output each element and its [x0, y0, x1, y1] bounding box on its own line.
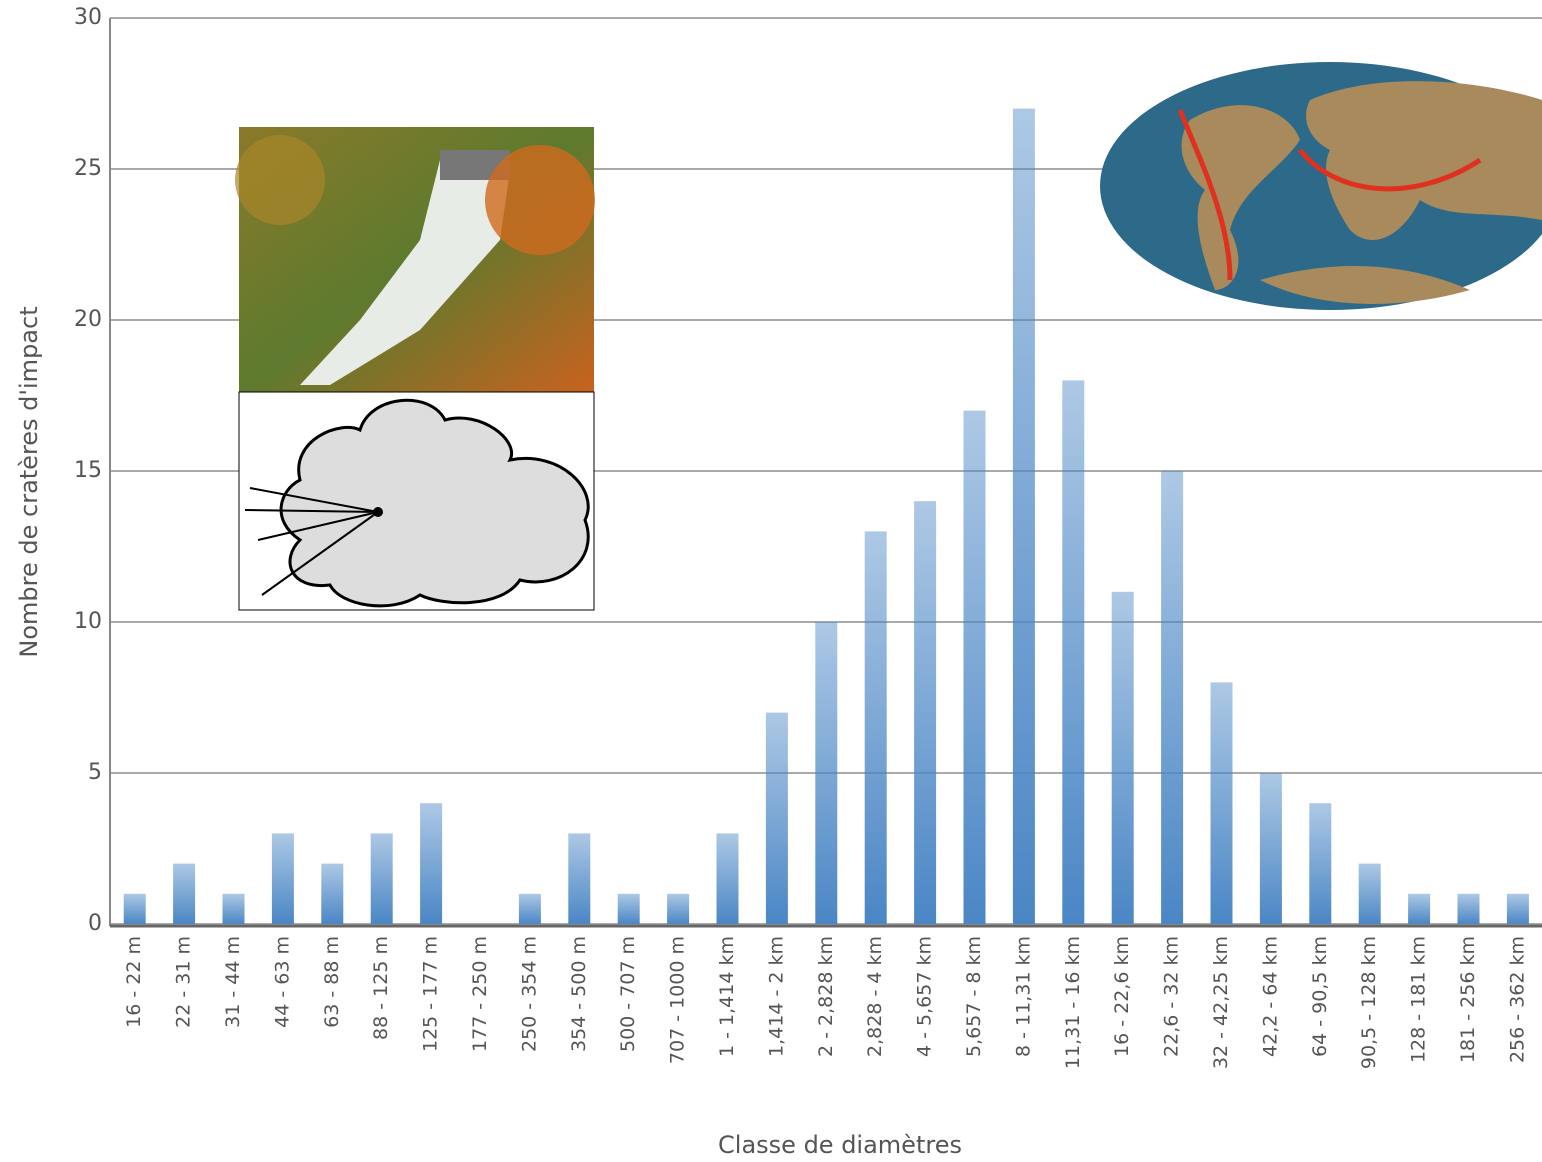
x-tick-label: 2 - 2,828 km — [815, 936, 837, 1057]
bar — [420, 803, 442, 924]
y-axis-title: Nombre de cratères d'impact — [15, 306, 43, 657]
x-tick-label: 8 - 11,31 km — [1012, 936, 1034, 1057]
x-tick-label: 44 - 63 m — [271, 936, 293, 1028]
waterfall-image — [235, 127, 595, 392]
y-tick-label: 5 — [88, 760, 102, 785]
x-tick-label: 90,5 - 128 km — [1358, 936, 1380, 1069]
x-tick-label: 22 - 31 m — [173, 936, 195, 1028]
bar — [519, 894, 541, 924]
bar — [568, 833, 590, 924]
bar — [717, 833, 739, 924]
bar — [964, 411, 986, 924]
x-tick-label: 11,31 - 16 km — [1062, 936, 1084, 1069]
y-tick-label: 30 — [74, 5, 102, 30]
bar — [618, 894, 640, 924]
x-tick-label: 88 - 125 m — [370, 936, 392, 1040]
bar — [1359, 864, 1381, 924]
x-tick-label: 250 - 354 m — [518, 936, 540, 1052]
x-tick-label: 125 - 177 m — [420, 936, 442, 1052]
x-tick-label: 500 - 707 m — [617, 936, 639, 1052]
y-tick-label: 20 — [74, 307, 102, 332]
x-tick-label: 177 - 250 m — [469, 936, 491, 1052]
bar — [173, 864, 195, 924]
x-tick-label: 2,828 - 4 km — [864, 936, 886, 1057]
bar — [1013, 109, 1035, 924]
bar — [321, 864, 343, 924]
x-tick-label: 16 - 22 m — [123, 936, 145, 1028]
x-tick-label: 22,6 - 32 km — [1161, 936, 1183, 1057]
bar — [371, 833, 393, 924]
bar — [1112, 592, 1134, 924]
bar — [1062, 380, 1084, 924]
bar — [1161, 471, 1183, 924]
bar — [914, 501, 936, 924]
bar — [124, 894, 146, 924]
bar — [1458, 894, 1480, 924]
bar — [667, 894, 689, 924]
chart: Nombre de cratères d'impact Classe de di… — [0, 0, 1542, 1162]
x-tick-label: 63 - 88 m — [321, 936, 343, 1028]
bar — [766, 713, 788, 924]
x-tick-label: 64 - 90,5 km — [1309, 936, 1331, 1057]
x-tick-label: 32 - 42,25 km — [1210, 936, 1232, 1069]
x-axis-title: Classe de diamètres — [718, 1131, 962, 1159]
bar — [1309, 803, 1331, 924]
x-tick-label: 31 - 44 m — [222, 936, 244, 1028]
bar — [1507, 894, 1529, 924]
x-tick-label: 16 - 22,6 km — [1111, 936, 1133, 1057]
x-tick-label: 181 - 256 km — [1457, 936, 1479, 1063]
bar — [1211, 682, 1233, 924]
x-tick-label: 5,657 - 8 km — [963, 936, 985, 1057]
wind-cloud-image — [239, 392, 594, 610]
y-tick-label: 0 — [88, 911, 102, 936]
x-tick-label: 42,2 - 64 km — [1259, 936, 1281, 1057]
y-tick-label: 25 — [74, 156, 102, 181]
x-tick-label: 1,414 - 2 km — [765, 936, 787, 1057]
x-tick-label: 354 - 500 m — [568, 936, 590, 1052]
x-tick-label: 4 - 5,657 km — [914, 936, 936, 1057]
bar — [272, 833, 294, 924]
bar — [223, 894, 245, 924]
bar — [1260, 773, 1282, 924]
bar — [865, 531, 887, 924]
x-tick-label: 707 - 1000 m — [667, 936, 689, 1064]
bar — [815, 622, 837, 924]
x-tick-label: 128 - 181 km — [1408, 936, 1430, 1063]
bar — [1408, 894, 1430, 924]
y-tick-label: 15 — [74, 458, 102, 483]
x-tick-label: 1 - 1,414 km — [716, 936, 738, 1057]
y-tick-label: 10 — [74, 609, 102, 634]
tectonic-map-image — [1100, 62, 1542, 310]
x-tick-label: 256 - 362 km — [1506, 936, 1528, 1063]
